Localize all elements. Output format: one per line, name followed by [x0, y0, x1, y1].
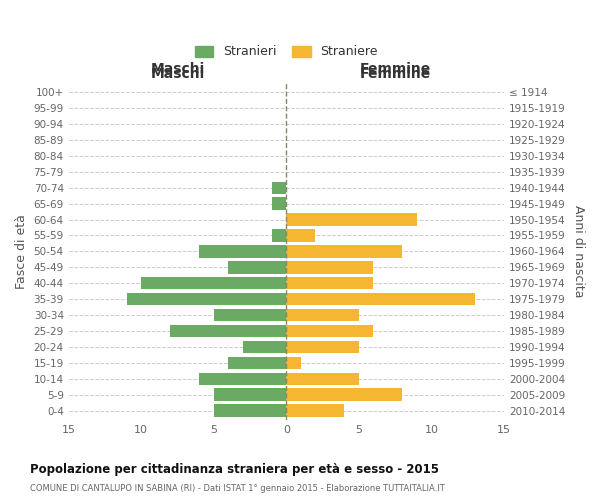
Text: COMUNE DI CANTALUPO IN SABINA (RI) - Dati ISTAT 1° gennaio 2015 - Elaborazione T: COMUNE DI CANTALUPO IN SABINA (RI) - Dat… [30, 484, 445, 493]
Text: Femmine: Femmine [359, 62, 431, 76]
Bar [228, 356, 286, 369]
Bar [141, 277, 286, 289]
Bar [243, 340, 286, 353]
Bar [272, 198, 286, 210]
Bar [170, 325, 286, 337]
Bar [286, 261, 373, 274]
Bar [199, 245, 286, 258]
Y-axis label: Fasce di età: Fasce di età [15, 214, 28, 289]
Bar [286, 277, 373, 289]
Bar [127, 293, 286, 306]
Bar [286, 356, 301, 369]
Bar [214, 404, 286, 417]
Bar [272, 182, 286, 194]
Bar [286, 388, 403, 401]
Bar [214, 309, 286, 322]
Text: Maschi: Maschi [151, 62, 205, 76]
Bar [214, 388, 286, 401]
Text: Maschi: Maschi [151, 67, 205, 81]
Bar [286, 404, 344, 417]
Bar [286, 293, 475, 306]
Text: Popolazione per cittadinanza straniera per età e sesso - 2015: Popolazione per cittadinanza straniera p… [30, 462, 439, 475]
Bar [286, 340, 359, 353]
Bar [286, 245, 403, 258]
Bar [228, 261, 286, 274]
Bar [272, 230, 286, 241]
Bar [286, 309, 359, 322]
Bar [286, 325, 373, 337]
Bar [286, 372, 359, 385]
Bar [286, 230, 316, 241]
Bar [199, 372, 286, 385]
Y-axis label: Anni di nascita: Anni di nascita [572, 205, 585, 298]
Text: Femmine: Femmine [359, 67, 431, 81]
Bar [286, 214, 417, 226]
Legend: Stranieri, Straniere: Stranieri, Straniere [191, 42, 382, 62]
